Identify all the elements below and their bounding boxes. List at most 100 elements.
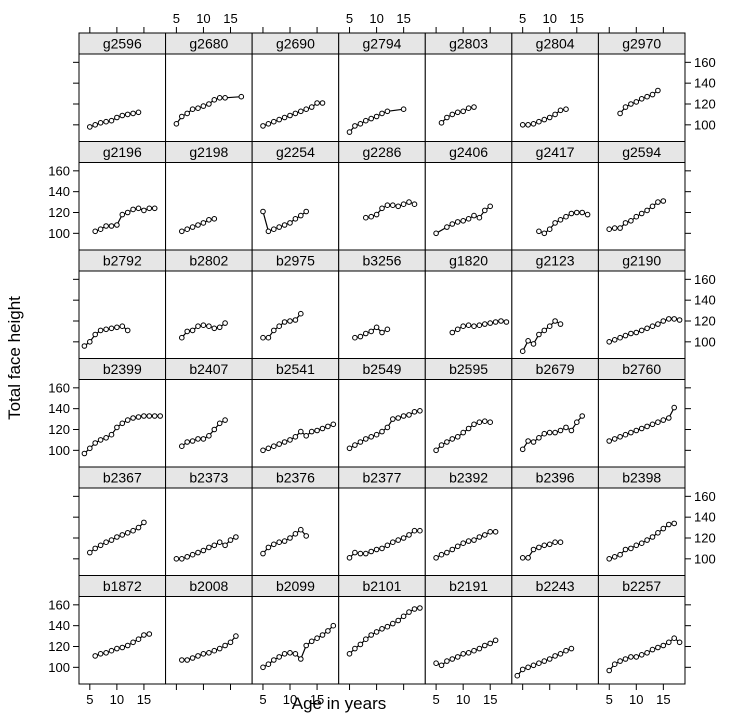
data-point [330, 421, 337, 428]
data-point [655, 199, 661, 205]
data-point [449, 329, 456, 336]
data-point [292, 110, 299, 117]
data-point [179, 556, 185, 562]
data-point [449, 111, 456, 118]
panel-label: g1820 [449, 253, 488, 269]
data-point [671, 635, 678, 642]
data-point [628, 545, 634, 552]
data-point [119, 644, 126, 651]
panel-frame [597, 379, 686, 468]
data-point [438, 120, 445, 126]
panel-label: b2407 [189, 361, 228, 377]
panel-label: g2970 [622, 36, 661, 52]
data-point [552, 539, 558, 546]
data-point [633, 213, 640, 220]
panel-label: b2792 [103, 253, 142, 269]
panel-frame [424, 270, 513, 359]
data-point [482, 207, 488, 214]
panel-frame [597, 487, 686, 576]
panel-frame [511, 379, 599, 468]
y-tick-label: 100 [694, 334, 716, 349]
data-point [260, 550, 266, 557]
data-point [644, 93, 650, 100]
data-point [460, 323, 467, 330]
panel-frame [511, 162, 599, 251]
data-point [357, 550, 364, 557]
data-point [357, 121, 364, 127]
data-point [92, 331, 98, 338]
data-point [124, 642, 131, 649]
data-point [189, 551, 196, 558]
data-point [271, 327, 277, 334]
data-point [530, 121, 537, 127]
data-point [519, 348, 526, 355]
panel-frame [251, 270, 340, 359]
x-tick-label: 10 [456, 692, 470, 707]
data-point [281, 651, 288, 657]
data-point [189, 655, 196, 661]
data-point [206, 544, 212, 551]
data-point [173, 556, 180, 562]
data-point [108, 325, 115, 332]
data-point [660, 417, 667, 423]
data-point [482, 418, 488, 425]
panel-frame [511, 53, 599, 142]
x-tick-label: 15 [396, 11, 410, 26]
data-point [195, 105, 201, 111]
panel-frame [78, 487, 167, 576]
panel-label: b2398 [622, 470, 661, 486]
data-point [390, 202, 396, 208]
data-point [271, 443, 277, 450]
data-point [292, 531, 299, 537]
data-point [671, 316, 678, 322]
x-tick-label: 5 [346, 11, 353, 26]
panel-label: b2191 [449, 578, 488, 594]
data-point [622, 431, 629, 438]
data-point [487, 419, 494, 426]
panel-b2398: b2398 [597, 466, 686, 576]
data-point [638, 327, 645, 334]
panel-frame [338, 487, 426, 576]
data-point [411, 606, 418, 612]
panel-b2376: b2376 [251, 466, 340, 576]
data-point [433, 660, 439, 667]
data-point [676, 317, 683, 323]
data-point [373, 546, 380, 553]
data-point [97, 437, 104, 443]
data-point [492, 637, 499, 644]
data-point [292, 651, 299, 657]
panel-g2190: g2190 [597, 249, 686, 359]
data-point [476, 322, 483, 329]
data-point [346, 129, 353, 135]
panel-frame [251, 596, 340, 685]
data-point [281, 439, 288, 445]
data-point [557, 539, 564, 546]
data-point [211, 426, 218, 433]
data-point [314, 427, 320, 434]
data-point [124, 530, 131, 536]
data-point [87, 339, 93, 345]
panel-label: b2975 [276, 253, 315, 269]
data-point [108, 537, 115, 543]
data-point [552, 429, 558, 436]
panel-g2804: g2804 [511, 32, 599, 142]
data-point [146, 205, 153, 212]
panel-b2099: b2099 [251, 575, 340, 685]
data-point [222, 642, 228, 649]
data-point [438, 442, 445, 448]
data-point [471, 104, 477, 110]
data-point [557, 107, 564, 114]
data-point [281, 319, 288, 325]
panel-g2286: g2286 [338, 141, 426, 251]
data-point [379, 329, 385, 336]
data-point [400, 413, 407, 419]
data-point [363, 214, 369, 221]
x-tick-label: 15 [223, 11, 237, 26]
data-point [638, 540, 645, 547]
panel-label: g2594 [622, 144, 661, 160]
data-point [276, 116, 283, 123]
data-point [454, 654, 461, 660]
y-tick-label: 120 [694, 97, 716, 112]
data-point [368, 632, 375, 638]
panel-g2690: g2690 [251, 32, 340, 142]
